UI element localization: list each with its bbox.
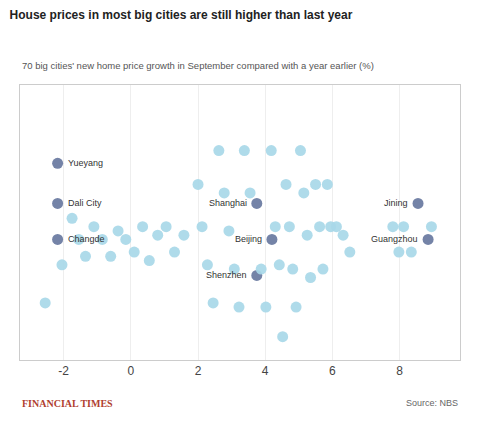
svg-text:0: 0 xyxy=(127,364,134,378)
svg-text:Shenzhen: Shenzhen xyxy=(206,270,247,280)
svg-text:FINANCIAL TIMES: FINANCIAL TIMES xyxy=(22,398,113,409)
svg-text:Yueyang: Yueyang xyxy=(68,158,103,168)
svg-text:Source: NBS: Source: NBS xyxy=(406,398,458,408)
svg-text:6: 6 xyxy=(329,364,336,378)
svg-text:70 big cities' new home price: 70 big cities' new home price growth in … xyxy=(22,60,374,71)
svg-text:Dali City: Dali City xyxy=(68,198,102,208)
svg-text:Guangzhou: Guangzhou xyxy=(371,234,418,244)
svg-text:8: 8 xyxy=(396,364,403,378)
svg-text:4: 4 xyxy=(262,364,269,378)
svg-text:House prices in most big citie: House prices in most big cities are stil… xyxy=(10,8,353,22)
svg-text:2: 2 xyxy=(195,364,202,378)
svg-text:Shanghai: Shanghai xyxy=(209,198,247,208)
svg-text:Changde: Changde xyxy=(68,234,105,244)
svg-text:-2: -2 xyxy=(58,364,69,378)
svg-text:Jining: Jining xyxy=(384,198,408,208)
svg-text:Beijing: Beijing xyxy=(235,234,262,244)
